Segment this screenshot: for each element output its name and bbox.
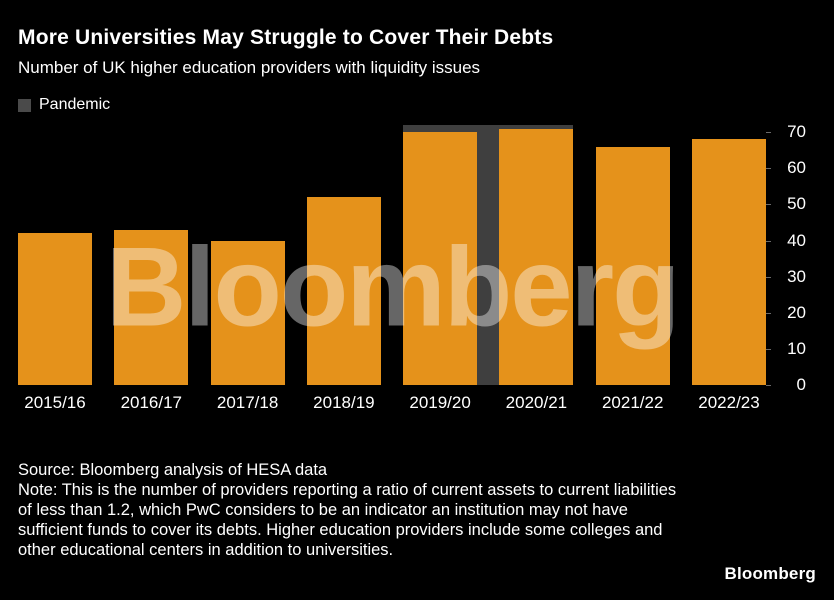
note-text: Note: This is the number of providers re… [18, 481, 677, 559]
bloomberg-logo: Bloomberg [724, 564, 816, 583]
y-tick-label: 30 [787, 266, 806, 286]
x-axis-label: 2018/19 [313, 393, 375, 412]
x-axis: 2015/16 2016/17 2017/18 2018/19 2019/20 2020/… [18, 393, 766, 417]
y-tick-mark [766, 276, 771, 278]
y-tick-label: 0 [796, 375, 806, 394]
y-tick-mark [766, 348, 771, 350]
y-tick-mark [766, 204, 771, 206]
legend: Pandemic [18, 96, 110, 114]
x-axis-label: 2015/16 [24, 393, 86, 412]
bar-2015/16 [18, 233, 92, 385]
y-tick-mark [766, 312, 771, 314]
y-tick-label: 10 [787, 338, 806, 358]
pandemic-legend-swatch [18, 98, 31, 112]
chart-header: More Universities May Struggle to Cover … [18, 26, 808, 78]
bar-2017/18 [210, 240, 285, 385]
bar-2019/20 [403, 132, 478, 385]
y-tick-label: 70 [787, 122, 806, 142]
x-axis-label: 2019/20 [409, 393, 471, 412]
x-axis-label: 2020/21 [505, 393, 568, 412]
x-axis-label: 2022/23 [698, 393, 760, 412]
chart-title: More Universities May Struggle to Cover … [18, 26, 554, 49]
x-axis-label: 2021/22 [601, 393, 664, 412]
y-tick-label: 20 [787, 302, 806, 322]
bar-2016/17 [114, 229, 189, 385]
bar-2020/21 [499, 128, 574, 385]
bars-container [18, 125, 766, 385]
x-axis-label: 2017/18 [216, 393, 279, 412]
chart-footer: Source: Bloomberg analysis of HESA data … [18, 460, 678, 560]
bar-2018/19 [306, 197, 381, 385]
pandemic-legend-label: Pandemic [39, 96, 111, 113]
chart-subtitle: Number of UK higher education providers … [18, 58, 481, 77]
bar-chart: Bloomberg 0 10 20 30 40 50 60 70 2015/16 2016/17… [0, 122, 834, 425]
bar-2022/23 [691, 139, 766, 385]
x-axis-label: 2016/17 [120, 393, 183, 412]
y-tick-label: 60 [787, 158, 806, 178]
y-tick-label: 40 [787, 230, 806, 250]
source-text: Source: Bloomberg analysis of HESA data [18, 461, 328, 479]
y-tick-mark [766, 240, 771, 242]
y-tick-mark [766, 385, 771, 386]
bar-2021/22 [595, 146, 670, 385]
y-tick-mark [766, 168, 771, 170]
y-tick-label: 50 [787, 194, 806, 214]
plot-area: Bloomberg [18, 125, 766, 385]
y-tick-mark [766, 132, 771, 134]
y-axis: 0 10 20 30 40 50 60 70 [772, 122, 806, 394]
